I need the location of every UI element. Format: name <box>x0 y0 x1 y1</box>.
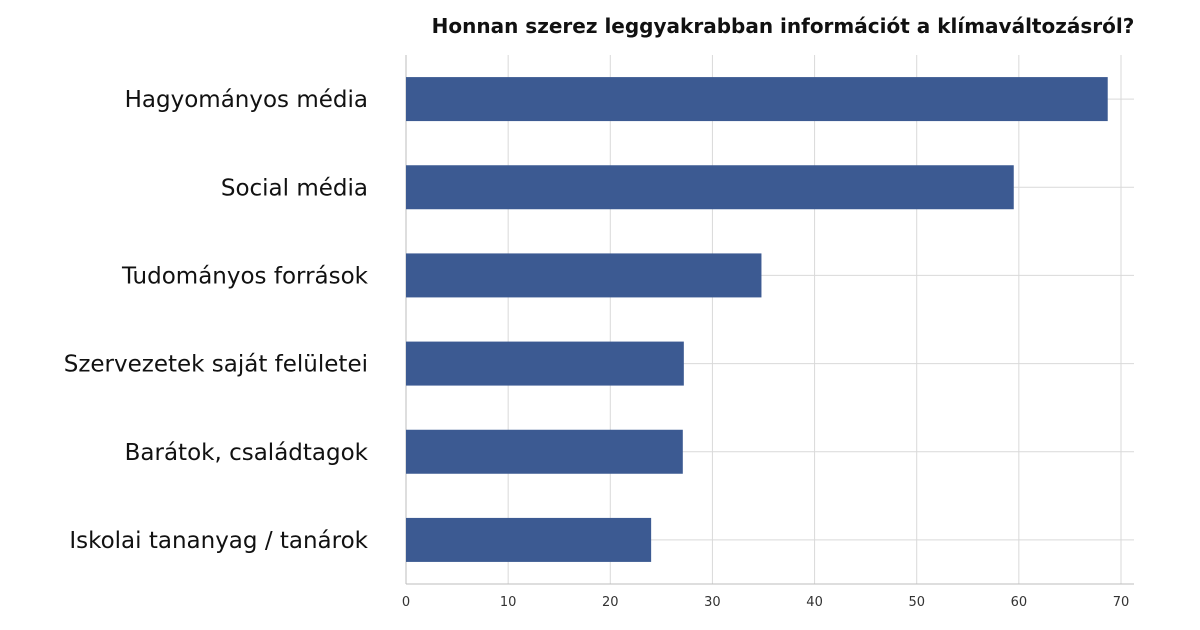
x-axis-ticks: 0 10 20 30 40 50 60 70 <box>402 595 1129 610</box>
x-tick-label: 40 <box>806 595 823 610</box>
gridlines <box>405 55 1134 585</box>
bar <box>406 253 762 298</box>
bar <box>406 517 652 562</box>
bar <box>406 429 683 474</box>
bars <box>406 77 1108 562</box>
x-tick-label: 60 <box>1011 595 1028 610</box>
bar <box>406 341 684 386</box>
category-label: Szervezetek saját felületei <box>64 352 368 378</box>
category-label: Tudományos források <box>121 263 369 289</box>
x-tick-label: 0 <box>402 595 410 610</box>
category-label: Barátok, családtagok <box>125 440 369 466</box>
x-tick-label: 30 <box>704 595 721 610</box>
category-label: Hagyományos média <box>125 87 368 113</box>
category-label: Social média <box>221 175 368 201</box>
bar <box>406 165 1014 210</box>
x-tick-label: 70 <box>1113 595 1130 610</box>
category-labels: Hagyományos média Social média Tudományos … <box>64 87 369 554</box>
chart-title: Honnan szerez leggyakrabban információt … <box>432 14 1135 38</box>
x-tick-label: 50 <box>908 595 925 610</box>
x-tick-label: 20 <box>602 595 619 610</box>
x-tick-label: 10 <box>500 595 517 610</box>
category-label: Iskolai tananyag / tanárok <box>69 528 368 554</box>
bar <box>406 77 1108 122</box>
